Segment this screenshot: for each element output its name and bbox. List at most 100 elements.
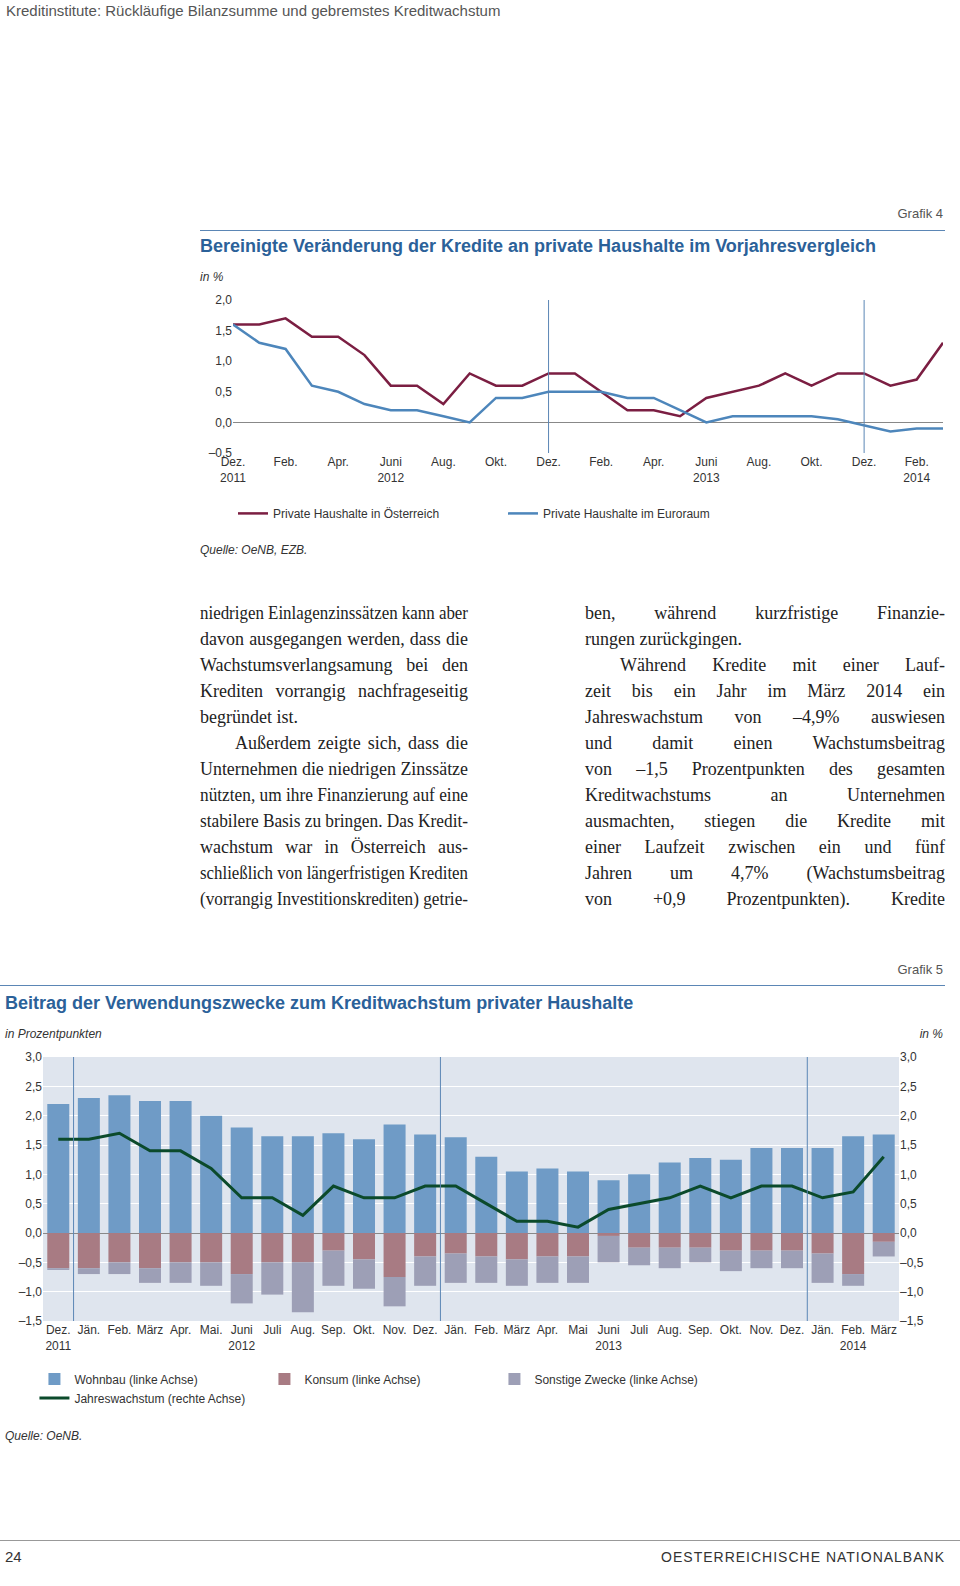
svg-text:1,5: 1,5	[215, 324, 232, 338]
html-text:Jahren um 4,7% (Wachstumsbeitr: Jahren um 4,7% (Wachstumsbeitrag	[585, 863, 945, 883]
svg-text:März: März	[504, 1323, 531, 1337]
svg-text:Dez.: Dez.	[536, 455, 561, 469]
svg-text:Sonstige Zwecke (linke Achse): Sonstige Zwecke (linke Achse)	[534, 1373, 697, 1387]
svg-text:2,0: 2,0	[900, 1109, 917, 1123]
svg-text:Apr.: Apr.	[328, 455, 349, 469]
html-text:(vorrangig Investitionskredite: (vorrangig Investitionskrediten) getrie-	[200, 889, 468, 909]
svg-text:Aug.: Aug.	[747, 455, 772, 469]
html-text:davon ausgegangen werden, dass: davon ausgegangen werden, dass die	[200, 629, 468, 649]
html-text:Während Kredite mit einer Lauf: Während Kredite mit einer Lauf-	[620, 655, 945, 675]
html-text:Kreditwachstums an Unternehmen: Kreditwachstums an Unternehmen	[585, 785, 945, 805]
html-text:Jahreswachstum von –4,9% auswi: Jahreswachstum von –4,9% auswiesen	[585, 707, 945, 727]
html-text:rungen zurückgingen.: rungen zurückgingen.	[585, 629, 742, 649]
svg-text:0,5: 0,5	[900, 1197, 917, 1211]
svg-text:Juni2013: Juni2013	[595, 1323, 622, 1353]
html-text:zeit bis ein Jahr im März 2014: zeit bis ein Jahr im März 2014 ein	[585, 681, 945, 701]
svg-text:Juli: Juli	[630, 1323, 648, 1337]
html-text:nützten, um ihre Finanzierung: nützten, um ihre Finanzierung auf eine	[200, 785, 468, 805]
svg-text:Feb.2014: Feb.2014	[903, 455, 930, 485]
svg-text:Aug.: Aug.	[657, 1323, 682, 1337]
svg-text:Dez.: Dez.	[852, 455, 877, 469]
svg-text:Sep.: Sep.	[321, 1323, 346, 1337]
svg-text:Juni2012: Juni2012	[377, 455, 404, 485]
html-text:schließlich von längerfristige: schließlich von längerfristigen Krediten	[200, 863, 468, 883]
svg-text:Jän.: Jän.	[444, 1323, 467, 1337]
svg-text:Jän.: Jän.	[811, 1323, 834, 1337]
svg-text:3,0: 3,0	[900, 1050, 917, 1064]
html-text:einer Laufzeit zwischen ein un: einer Laufzeit zwischen ein und fünf	[585, 837, 945, 857]
svg-text:–0,5: –0,5	[19, 1256, 43, 1270]
html-text:niedrigen Einlagenzinssätzen k: niedrigen Einlagenzinssätzen kann aber	[200, 603, 468, 623]
svg-text:Feb.: Feb.	[474, 1323, 498, 1337]
svg-text:Jahreswachstum (rechte Achse): Jahreswachstum (rechte Achse)	[74, 1392, 245, 1406]
svg-text:Feb.: Feb.	[274, 455, 298, 469]
svg-text:März: März	[137, 1323, 164, 1337]
svg-text:0,0: 0,0	[215, 416, 232, 430]
svg-text:Konsum (linke Achse): Konsum (linke Achse)	[304, 1373, 420, 1387]
svg-text:2,0: 2,0	[215, 293, 232, 307]
svg-text:0,0: 0,0	[900, 1226, 917, 1240]
svg-text:Private Haushalte in Österreic: Private Haushalte in Österreich	[273, 507, 439, 521]
svg-text:Mai: Mai	[568, 1323, 587, 1337]
svg-text:Wohnbau (linke Achse): Wohnbau (linke Achse)	[74, 1373, 197, 1387]
svg-text:Dez.2011: Dez.2011	[45, 1323, 71, 1353]
html-text:Bereinigte Veränderung der Kre: Bereinigte Veränderung der Kredite an pr…	[200, 236, 876, 256]
svg-text:0,5: 0,5	[215, 385, 232, 399]
svg-text:Dez.: Dez.	[780, 1323, 805, 1337]
svg-text:Feb.: Feb.	[589, 455, 613, 469]
svg-text:Juni2013: Juni2013	[693, 455, 720, 485]
svg-text:2,5: 2,5	[900, 1080, 917, 1094]
svg-text:Sep.: Sep.	[688, 1323, 713, 1337]
html-text:wachstum war in Österreich aus: wachstum war in Österreich aus-	[200, 837, 468, 857]
svg-text:Private Haushalte im Euroraum: Private Haushalte im Euroraum	[543, 507, 710, 521]
svg-text:Okt.: Okt.	[485, 455, 507, 469]
svg-text:1,0: 1,0	[900, 1168, 917, 1182]
html-text:Unternehmen die niedrigen Zins: Unternehmen die niedrigen Zinssätze	[200, 759, 468, 779]
html-text:stabilere Basis zu bringen. Da: stabilere Basis zu bringen. Das Kredit-	[200, 811, 468, 831]
svg-text:1,0: 1,0	[25, 1168, 42, 1182]
html-text:ausmachten, stiegen die Kredit: ausmachten, stiegen die Kredite mit	[585, 811, 945, 831]
svg-text:Apr.: Apr.	[537, 1323, 558, 1337]
svg-text:–1,5: –1,5	[900, 1314, 924, 1328]
svg-text:3,0: 3,0	[25, 1050, 42, 1064]
svg-text:Okt.: Okt.	[353, 1323, 375, 1337]
svg-text:1,0: 1,0	[215, 354, 232, 368]
svg-text:–0,5: –0,5	[900, 1256, 924, 1270]
html-text:Wachstumsverlangsamung bei den: Wachstumsverlangsamung bei den	[200, 655, 468, 675]
svg-text:Mai.: Mai.	[200, 1323, 223, 1337]
svg-text:–0,5: –0,5	[209, 446, 233, 460]
svg-text:0,5: 0,5	[25, 1197, 42, 1211]
svg-text:Feb.2014: Feb.2014	[840, 1323, 867, 1353]
html-text:begründet ist.: begründet ist.	[200, 707, 298, 727]
svg-text:Juni2012: Juni2012	[228, 1323, 255, 1353]
svg-text:2,5: 2,5	[25, 1080, 42, 1094]
html-text:von +0,9 Prozentpunkten). Kred: von +0,9 Prozentpunkten). Kredite	[585, 889, 945, 909]
svg-text:0,0: 0,0	[25, 1226, 42, 1240]
svg-text:Okt.: Okt.	[801, 455, 823, 469]
svg-text:Juli: Juli	[263, 1323, 281, 1337]
svg-text:Apr.: Apr.	[170, 1323, 191, 1337]
svg-text:Dez.2011: Dez.2011	[220, 455, 246, 485]
html-text:Außerdem zeigte sich, dass die: Außerdem zeigte sich, dass die	[235, 733, 468, 753]
svg-text:Nov.: Nov.	[750, 1323, 774, 1337]
html-text:und damit einen Wachstumsbeitr: und damit einen Wachstumsbeitrag	[585, 733, 945, 753]
svg-text:Nov.: Nov.	[383, 1323, 407, 1337]
svg-text:Feb.: Feb.	[107, 1323, 131, 1337]
svg-text:–1,5: –1,5	[19, 1314, 43, 1328]
svg-text:Apr.: Apr.	[643, 455, 664, 469]
svg-text:Aug.: Aug.	[291, 1323, 316, 1337]
html-text:von –1,5 Prozentpunkten des ge: von –1,5 Prozentpunkten des gesamten	[585, 759, 945, 779]
svg-text:Aug.: Aug.	[431, 455, 456, 469]
html-text:Krediten vorrangig nachfragese: Krediten vorrangig nachfrageseitig	[200, 681, 468, 701]
svg-text:Jän.: Jän.	[78, 1323, 101, 1337]
svg-text:März: März	[870, 1323, 897, 1337]
svg-text:1,5: 1,5	[25, 1138, 42, 1152]
svg-text:–1,0: –1,0	[19, 1285, 43, 1299]
svg-text:–1,0: –1,0	[900, 1285, 924, 1299]
html-text:ben, während kurzfristige Fina: ben, während kurzfristige Finanzie-	[585, 603, 945, 623]
svg-text:Dez.: Dez.	[413, 1323, 438, 1337]
svg-text:Okt.: Okt.	[720, 1323, 742, 1337]
html-text:Beitrag der Verwendungszwecke: Beitrag der Verwendungszwecke zum Kredit…	[5, 993, 634, 1013]
svg-text:1,5: 1,5	[900, 1138, 917, 1152]
svg-text:2,0: 2,0	[25, 1109, 42, 1123]
